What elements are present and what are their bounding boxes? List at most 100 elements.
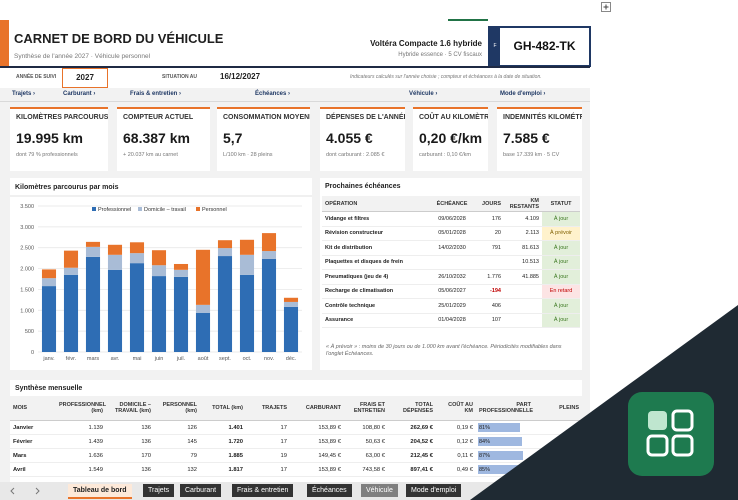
month-row: Février 1.439 136 145 1.720 17 153,89 €50,63 €…: [10, 434, 582, 449]
year-label: ANNÉE DE SUIVI: [16, 74, 57, 80]
kpi-value: 68.387 km: [123, 130, 190, 146]
plate-country: F: [490, 28, 500, 65]
chart: Kilomètres parcourus par mois 0 500 1.000 1.…: [10, 184, 312, 362]
share-label: 84%: [479, 438, 491, 445]
column-header: COÛT AU KM: [436, 396, 476, 421]
cell: 01/04/2028: [430, 313, 474, 328]
cell: 0,19 €: [436, 420, 476, 435]
legend-swatch: [196, 207, 200, 211]
cell: 2.113: [504, 226, 542, 241]
cell: [534, 420, 582, 435]
bar-segment: [261, 233, 277, 252]
y-tick-label: 1.000: [20, 308, 34, 314]
column-header: DOMICILE – TRAVAIL (km): [106, 396, 154, 421]
bar-segment: [173, 276, 189, 352]
deadlines-footnote: « À prévoir » : moins de 30 jours ou de …: [326, 344, 562, 357]
kpi-card: CONSOMMATION MOYENNE 5,7 L/100 km · 28 ple…: [217, 107, 310, 171]
nav-rule: [0, 101, 590, 102]
bar-segment: [239, 274, 255, 352]
cell: Février: [10, 434, 56, 449]
kpi-label: INDEMNITÉS KILOMÉTRIQUES: [503, 114, 582, 121]
x-tick-label: janv.: [42, 356, 55, 362]
bar-segment: [129, 263, 145, 352]
bar-segment: [129, 253, 145, 264]
cell: 1.817: [200, 462, 246, 477]
sheet-tab[interactable]: Trajets: [143, 484, 175, 497]
sheet-tab[interactable]: Carburant: [180, 484, 222, 497]
bar-segment: [173, 269, 189, 277]
kpi-detail: + 20.037 km au carnet: [123, 152, 178, 158]
bar-segment: [85, 256, 101, 352]
cell: 19: [246, 448, 290, 463]
sheet-tab[interactable]: Mode d'emploi: [406, 484, 462, 497]
year-input[interactable]: 2027: [62, 68, 108, 88]
monthly-table: MOIS PROFESSIONNEL (km) DOMICILE – TRAVAIL…: [10, 396, 582, 477]
kpi-card: KILOMÈTRES PARCOURUS 19.995 km dont 79 % p…: [10, 107, 108, 171]
kpi-detail: carburant : 0,10 €/km: [419, 152, 471, 158]
kpi-value: 5,7: [223, 130, 243, 146]
x-tick-label: nov.: [264, 356, 274, 362]
y-tick-label: 2.500: [20, 246, 34, 252]
expand-button[interactable]: [600, 1, 612, 13]
deadline-row: Contrôle technique 25/01/2029 406 À jour: [322, 298, 580, 314]
cell: 63,00 €: [344, 448, 388, 463]
deadline-row: Recharge de climatisation 05/06/2027 -194 E…: [322, 284, 580, 299]
cell: -194: [474, 284, 504, 299]
nav-link[interactable]: Frais & entretien ›: [130, 91, 182, 97]
nav-link[interactable]: Carburant ›: [63, 91, 96, 97]
sheet-tab[interactable]: Tableau de bord: [68, 484, 132, 499]
status-cell: À jour: [542, 313, 580, 328]
nav-link[interactable]: Trajets ›: [12, 91, 36, 97]
chart-panel: Kilomètres parcourus par mois 0 500 1.000 1.…: [10, 178, 312, 370]
nav-link[interactable]: Échéances ›: [255, 91, 291, 97]
deadline-row: Révision constructeur 05/01/2028 20 2.113 À …: [322, 226, 580, 241]
status-cell: À jour: [542, 240, 580, 256]
status-cell: À jour: [542, 211, 580, 227]
cell: 05/01/2028: [430, 226, 474, 241]
bar-segment: [217, 240, 233, 249]
status-cell: À prévoir: [542, 226, 580, 241]
cell: 1.401: [200, 420, 246, 435]
cell: 176: [474, 211, 504, 227]
cell: 108,80 €: [344, 420, 388, 435]
tab-scroll[interactable]: [0, 482, 60, 500]
y-tick-label: 3.000: [20, 225, 34, 231]
cell: [534, 462, 582, 477]
deadline-row: Vidange et filtres 09/06/2028 176 4.109 À jo…: [322, 211, 580, 227]
x-tick-label: juil.: [176, 356, 186, 362]
x-tick-label: mai: [133, 356, 142, 362]
kpi-label: COÛT AU KILOMÈTRE: [419, 114, 488, 121]
nav-link[interactable]: Véhicule ›: [409, 91, 438, 97]
cell: 791: [474, 240, 504, 256]
x-tick-label: août: [198, 356, 209, 362]
bar-segment: [107, 269, 123, 352]
cell: [430, 255, 474, 270]
x-tick-label: avr.: [111, 356, 120, 362]
kpi-label: COMPTEUR ACTUEL: [123, 114, 194, 121]
status-cell: À jour: [542, 255, 580, 270]
kpi-detail: dont 79 % professionnels: [16, 152, 78, 158]
sheet-tab[interactable]: Véhicule: [361, 484, 398, 497]
sheet-tab[interactable]: Échéances: [307, 484, 352, 497]
column-header: PERSONNEL (km): [154, 396, 200, 421]
cell: 10.513: [504, 255, 542, 270]
bar-segment: [41, 269, 57, 279]
cell: Kit de distribution: [322, 240, 430, 256]
cell: 107: [474, 313, 504, 328]
column-header: PROFESSIONNEL (km): [56, 396, 106, 421]
sheet-tab[interactable]: Frais & entretien: [232, 484, 294, 497]
nav-link[interactable]: Mode d'emploi ›: [500, 91, 546, 97]
column-header: STATUT: [542, 196, 580, 212]
bar-segment: [107, 254, 123, 270]
x-tick-label: mars: [87, 356, 99, 362]
deadlines-panel: Prochaines échéances « À prévoir » : moi…: [320, 178, 582, 370]
share-label: 85%: [479, 466, 491, 473]
plate-number: GH-482-TK: [513, 39, 576, 53]
bar-segment: [195, 249, 211, 305]
bar-segment: [195, 312, 211, 352]
bar-segment: [261, 258, 277, 352]
status-cell: En retard: [542, 284, 580, 299]
column-header: TOTAL DÉPENSES: [388, 396, 436, 421]
kpi-detail: base 17.339 km · 5 CV: [503, 152, 560, 158]
cell: 26/10/2032: [430, 269, 474, 285]
